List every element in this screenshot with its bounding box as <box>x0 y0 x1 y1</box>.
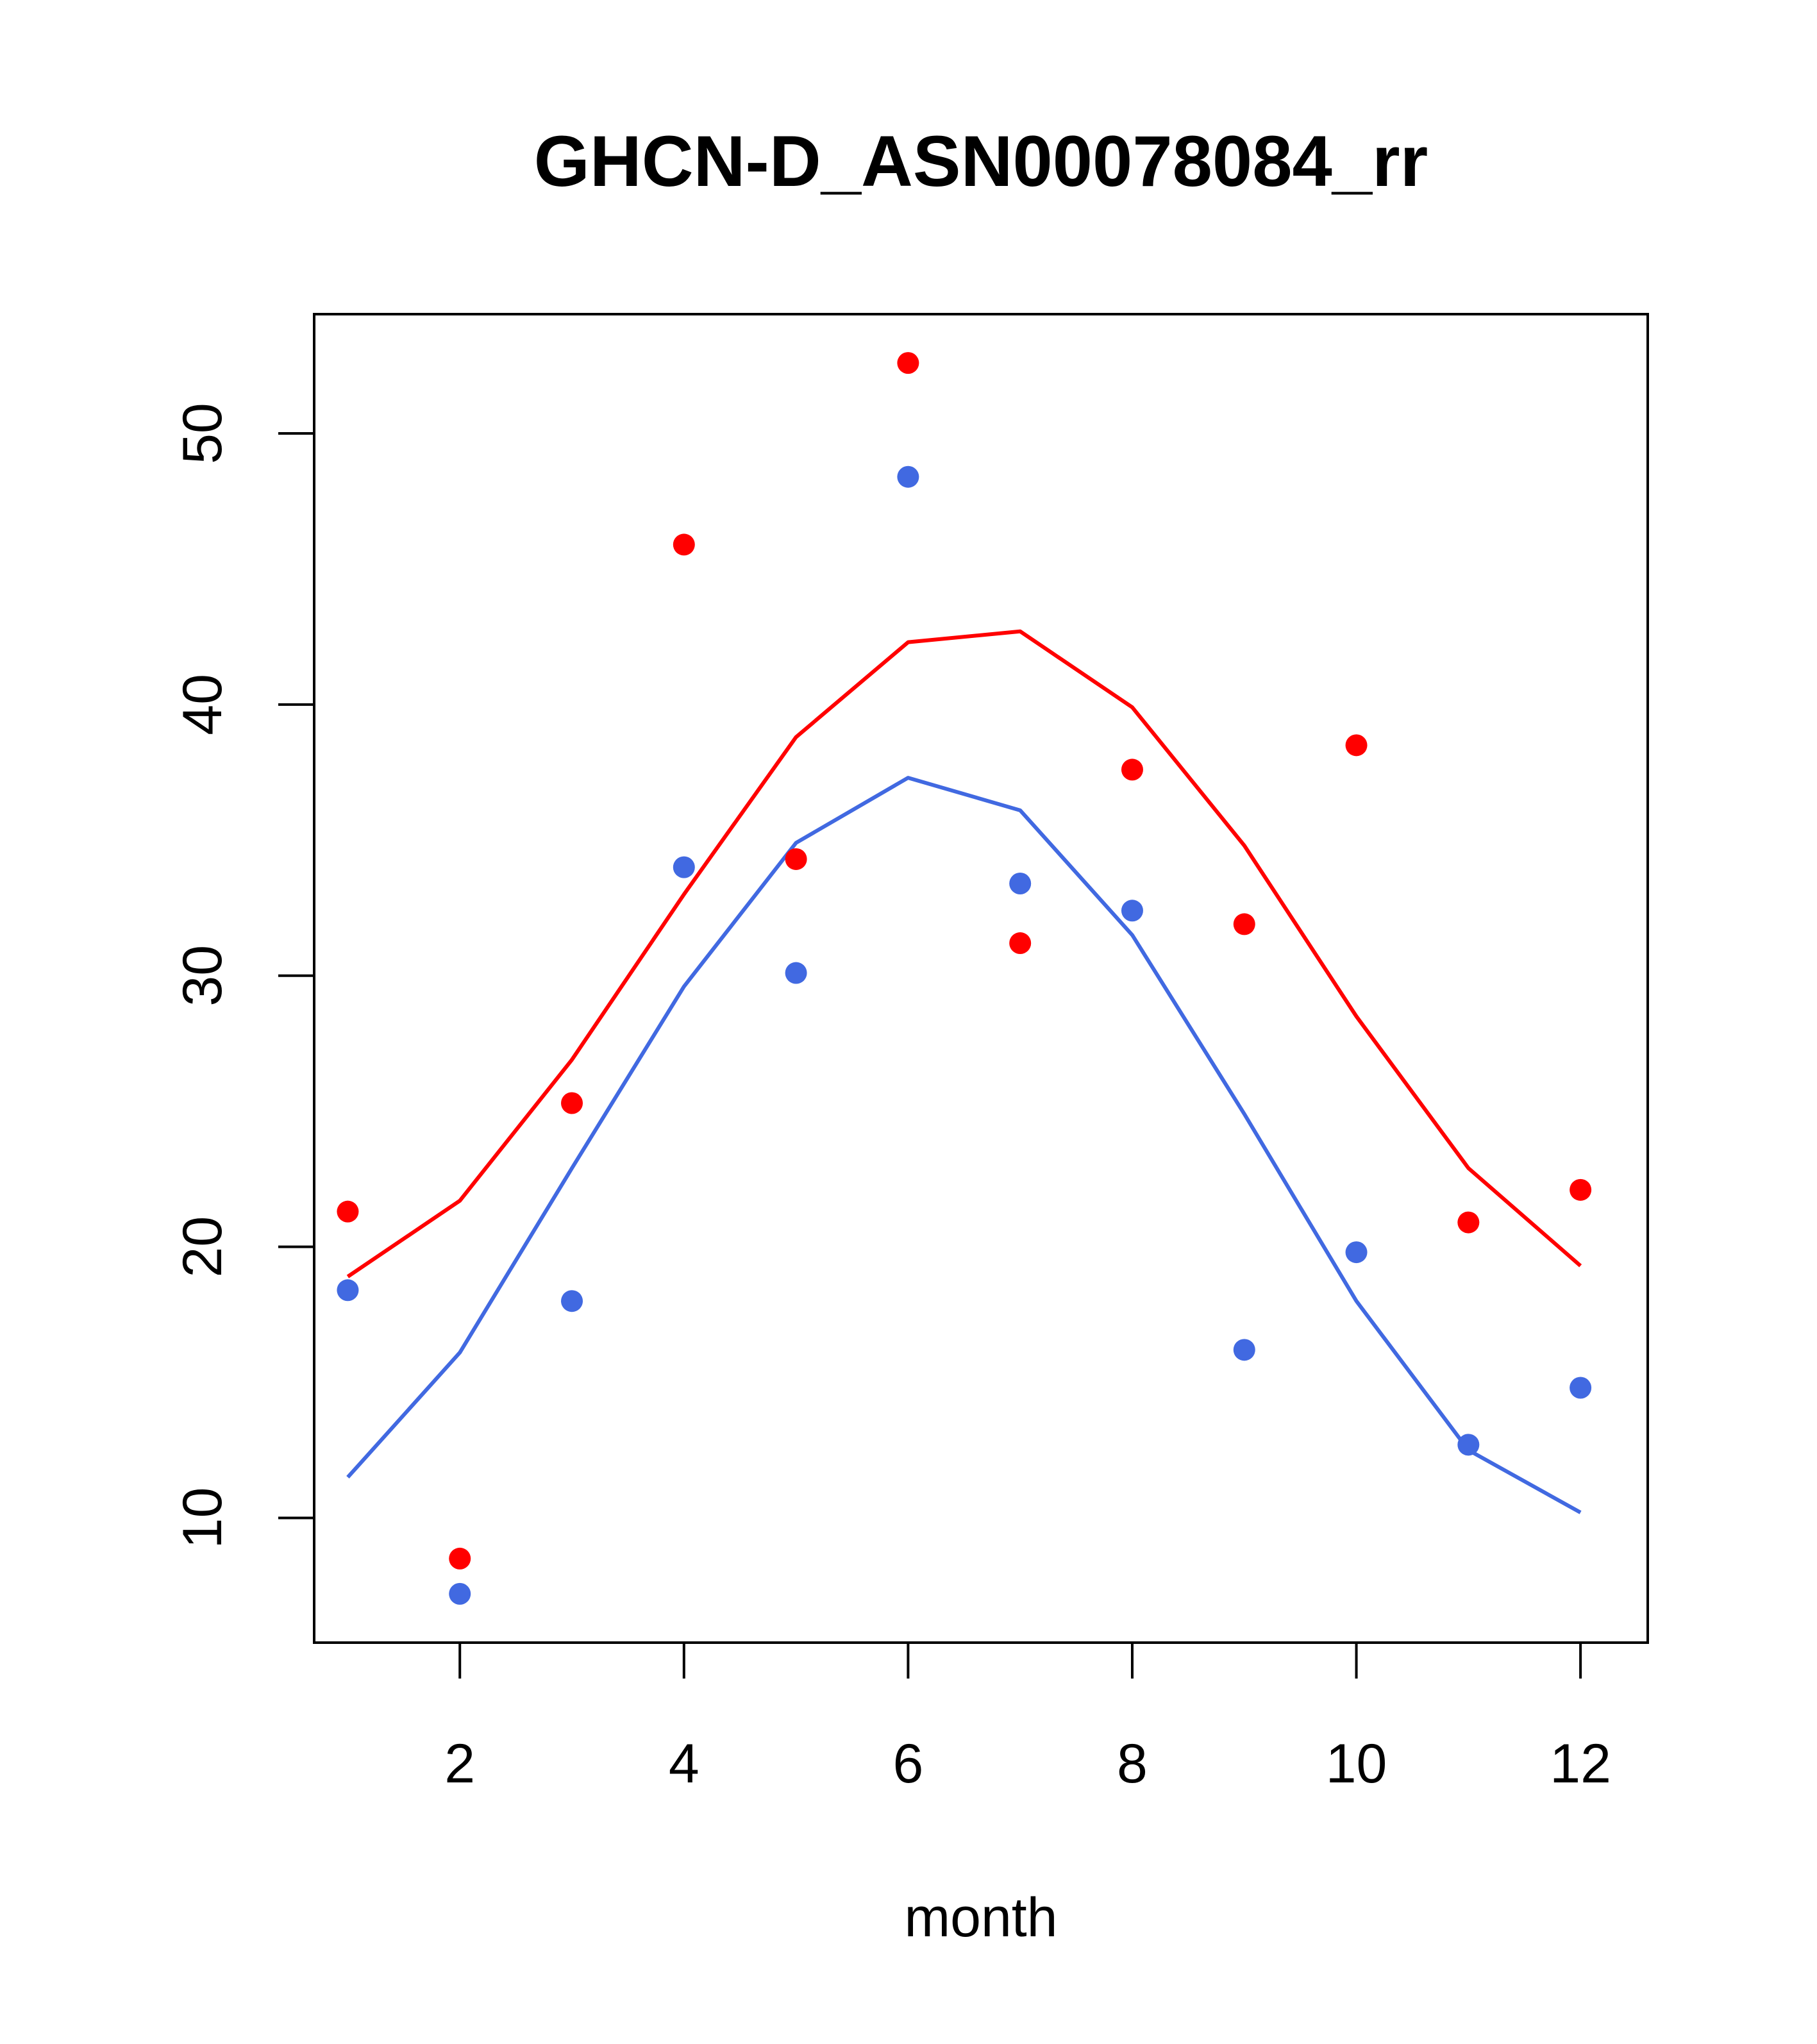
data-point-0 <box>897 352 919 374</box>
y-tick-label: 50 <box>172 403 233 464</box>
data-point-0 <box>673 533 695 556</box>
data-point-1 <box>673 856 695 878</box>
x-tick-label: 2 <box>444 1733 475 1795</box>
chart-title: GHCN-D_ASN00078084_rr <box>534 121 1428 201</box>
plot-frame <box>313 313 1649 1644</box>
data-point-1 <box>1233 1339 1255 1361</box>
x-axis-label: month <box>904 1887 1057 1948</box>
data-point-1 <box>1009 873 1032 894</box>
data-point-1 <box>449 1582 471 1605</box>
data-point-0 <box>1121 758 1143 781</box>
data-point-0 <box>1233 913 1255 935</box>
y-tick-label: 20 <box>172 1216 233 1278</box>
data-point-1 <box>561 1290 583 1312</box>
data-point-0 <box>337 1200 359 1223</box>
data-point-0 <box>1457 1211 1480 1234</box>
data-point-0 <box>1009 932 1032 955</box>
y-axis: 10 20 30 40 50 <box>172 403 315 1549</box>
data-point-1 <box>1121 900 1143 922</box>
data-point-1 <box>897 465 919 488</box>
y-tick-label: 10 <box>172 1487 233 1549</box>
data-point-0 <box>561 1092 583 1114</box>
series-line-2 <box>346 629 1582 1278</box>
y-tick-label: 40 <box>172 674 233 735</box>
x-tick-label: 6 <box>892 1733 923 1795</box>
data-point-0 <box>1345 734 1368 757</box>
data-point-1 <box>1570 1377 1592 1399</box>
data-point-1 <box>1457 1434 1480 1456</box>
data-point-0 <box>449 1547 471 1570</box>
data-point-1 <box>785 962 807 984</box>
data-point-1 <box>337 1279 359 1302</box>
x-tick-label: 4 <box>669 1733 699 1795</box>
x-axis: 2 4 6 8 10 12 <box>444 1641 1611 1795</box>
x-tick-label: 10 <box>1326 1733 1387 1795</box>
data-point-1 <box>1345 1241 1368 1264</box>
data-point-0 <box>785 848 807 870</box>
series-layer <box>337 352 1592 1605</box>
data-point-0 <box>1570 1178 1592 1201</box>
x-tick-label: 12 <box>1550 1733 1611 1795</box>
series-line-3 <box>346 776 1582 1514</box>
y-tick-label: 30 <box>172 945 233 1007</box>
x-tick-label: 8 <box>1117 1733 1148 1795</box>
